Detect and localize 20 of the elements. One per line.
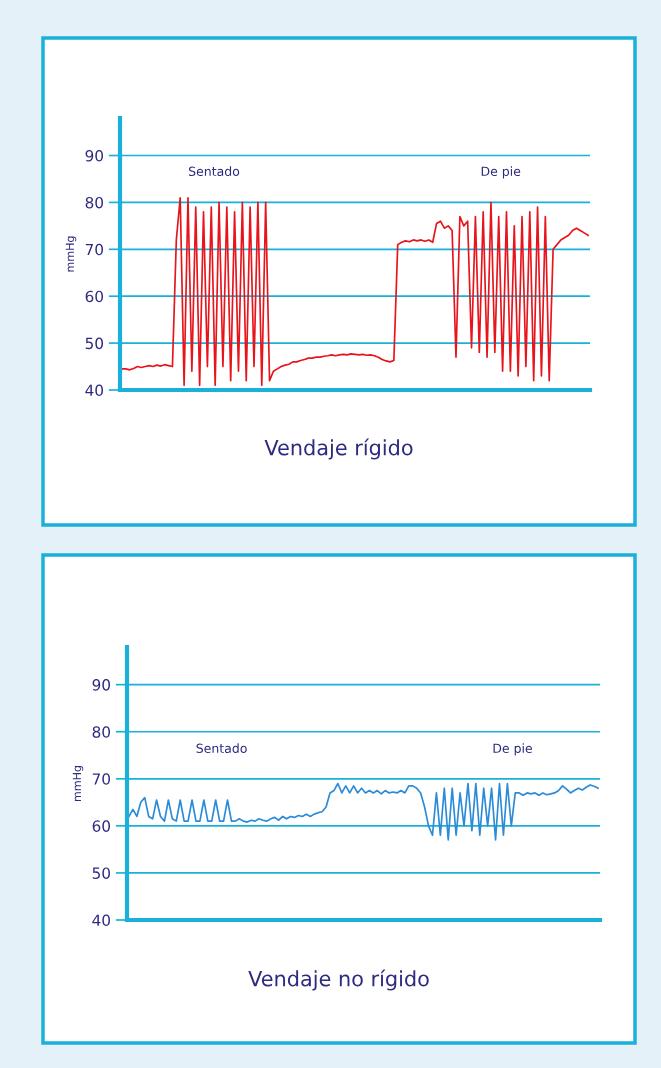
y-tick-label: 50 <box>85 337 104 350</box>
y-tick-label: 70 <box>92 773 111 785</box>
y-tick-label: 80 <box>92 726 111 738</box>
y-tick-label: 80 <box>85 196 104 209</box>
y-tick-label: 70 <box>85 243 104 256</box>
y-tick-label: 40 <box>85 384 104 397</box>
annotation: De pie <box>493 743 533 756</box>
annotation: Sentado <box>196 743 247 753</box>
y-tick-label: 60 <box>92 820 111 832</box>
y-axis-title: mmHg <box>65 236 77 272</box>
y-tick-label: 50 <box>92 867 111 879</box>
y-axis-title: mmHg <box>72 765 84 802</box>
annotation: Sentado <box>188 166 240 177</box>
y-tick-label: 40 <box>92 914 111 927</box>
y-tick-label: 90 <box>92 679 111 691</box>
annotation: De pie <box>481 166 521 179</box>
text: Vendaje no rígido <box>248 969 429 991</box>
text: Vendaje rígido <box>264 438 413 460</box>
y-tick-label: 60 <box>85 290 104 303</box>
y-tick-label: 90 <box>85 149 104 162</box>
